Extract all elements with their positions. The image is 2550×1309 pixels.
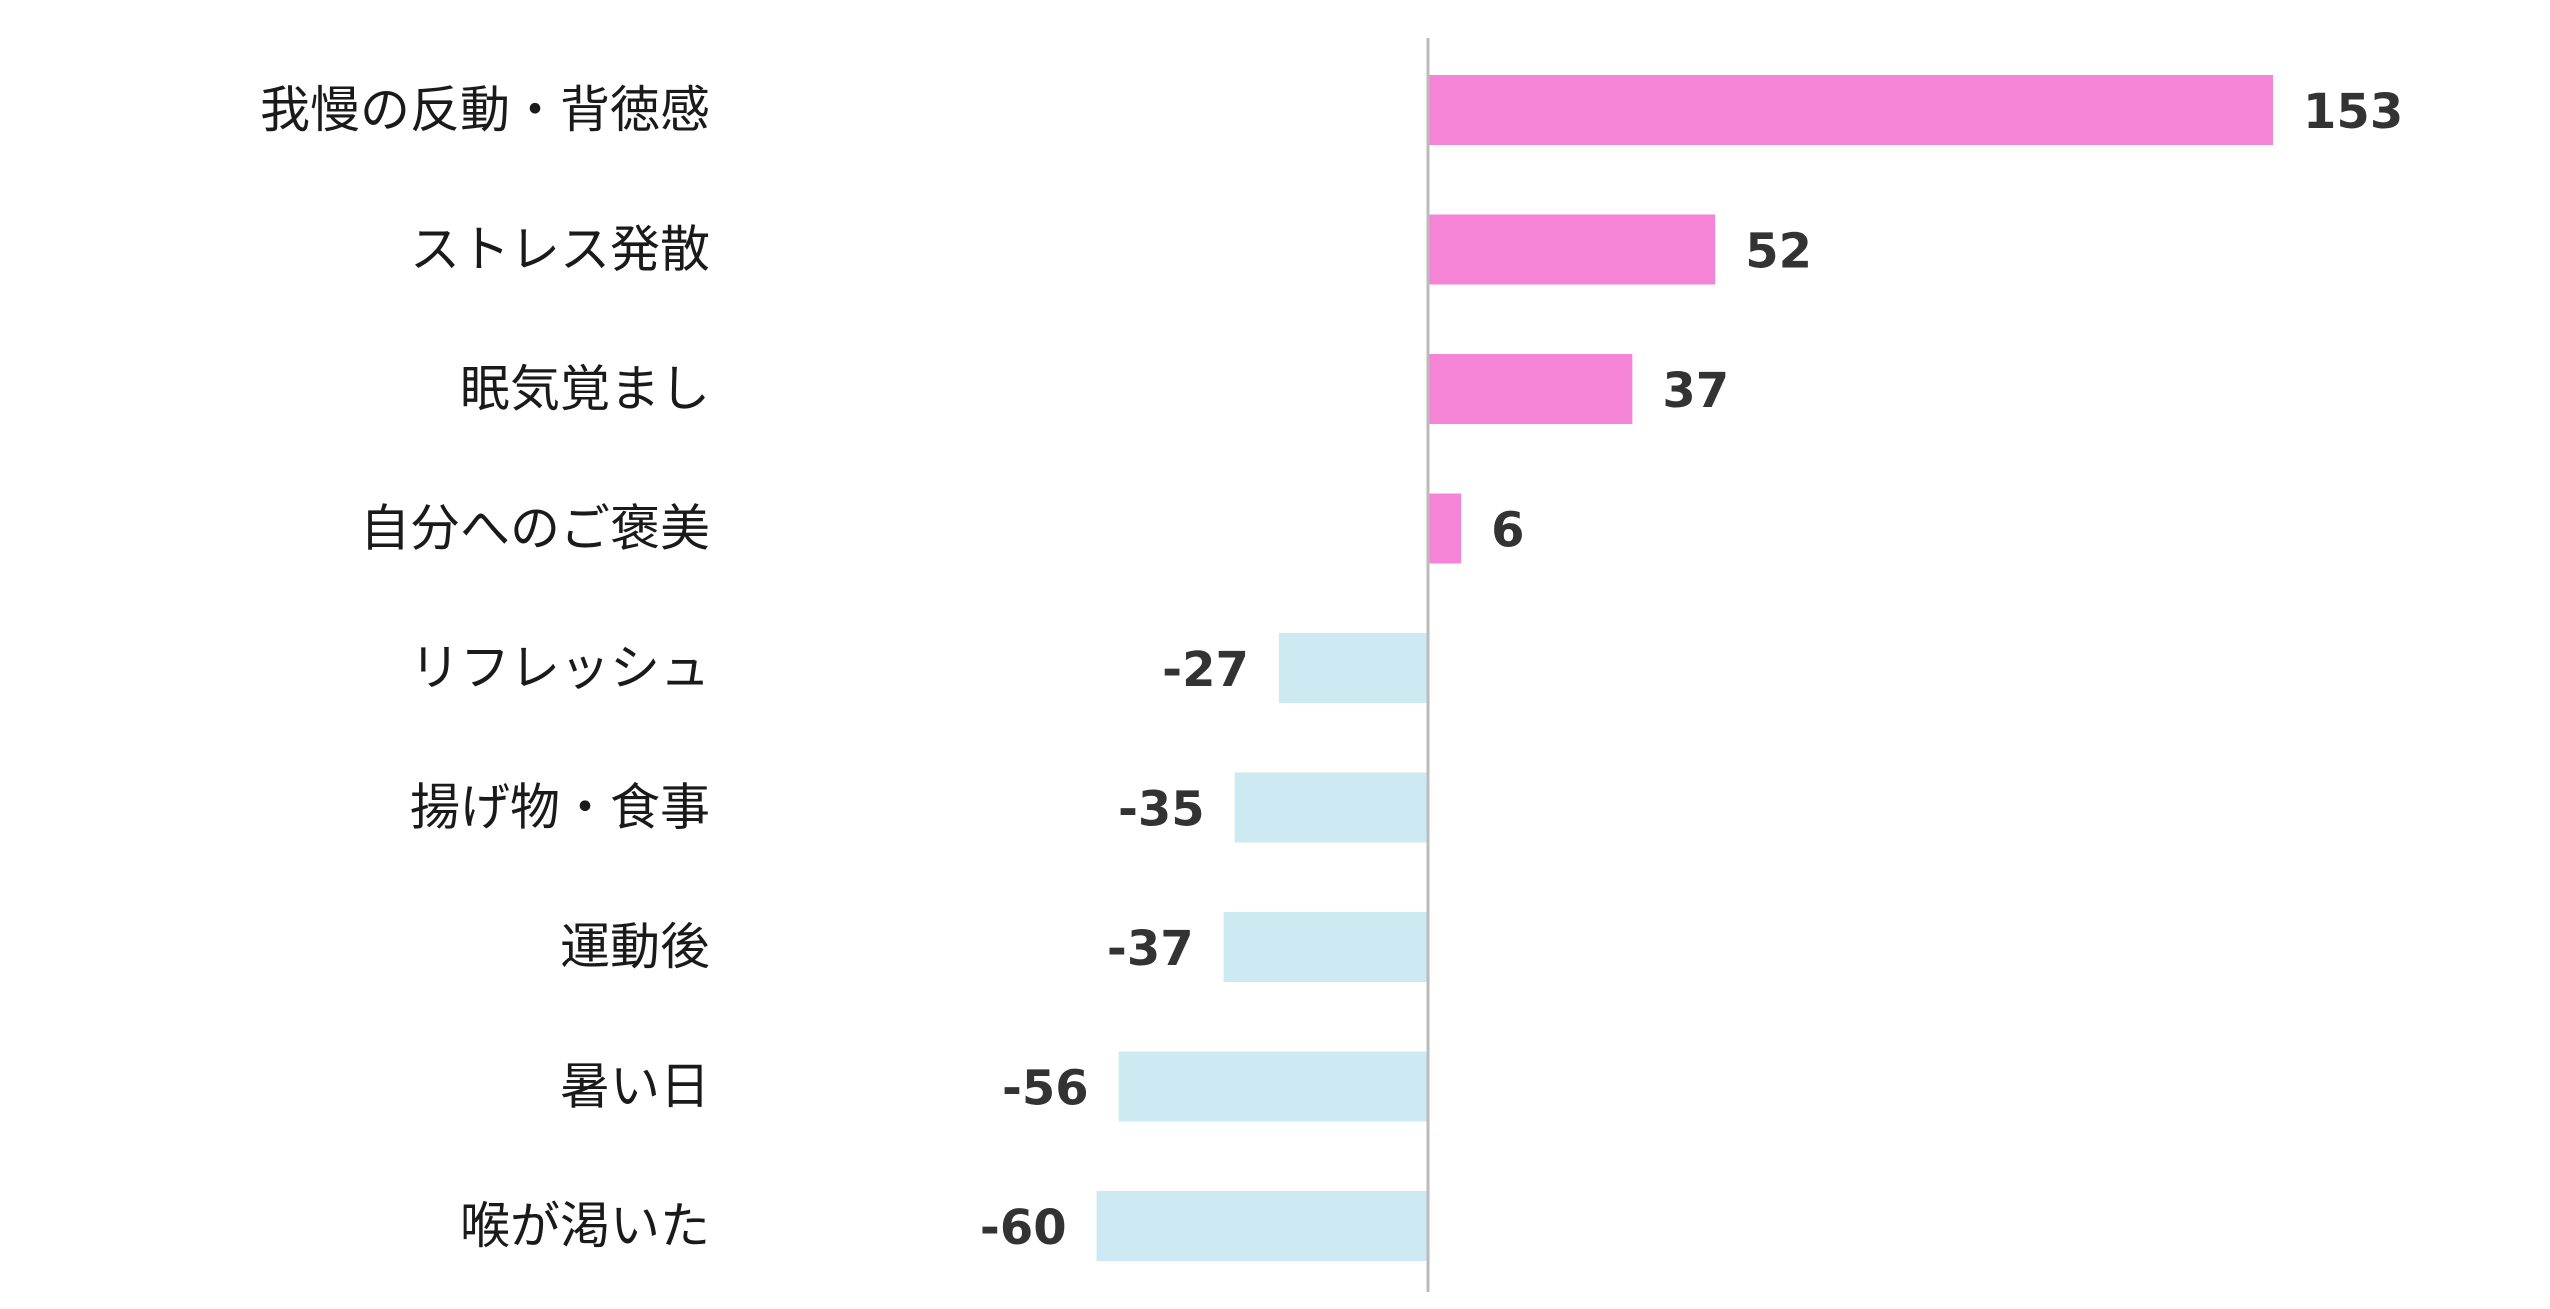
bar-4 [1278,633,1428,703]
bar-7 [1118,1051,1428,1122]
value-label-0: 153 [2303,84,2403,140]
bar-3 [1428,493,1462,564]
value-label-6: -37 [1107,921,1194,977]
value-label-1: 52 [1745,224,1812,280]
value-label-5: -35 [1118,782,1205,838]
category-label-4: リフレッシュ [410,639,710,697]
category-label-1: ストレス発散 [410,221,710,279]
labels-layer: 我慢の反動・背徳感 153 ストレス発散 52 眠気覚まし 37 自分へのご褒美 6 リフレッシ… [260,81,2403,1256]
bar-1 [1428,214,1716,285]
bar-5 [1234,772,1428,843]
bars-layer [1096,75,2274,1261]
category-label-5: 揚げ物・食事 [410,779,710,837]
category-label-3: 自分へのご褒美 [360,500,710,558]
category-label-0: 我慢の反動・背徳感 [260,81,710,139]
value-label-7: -56 [1002,1061,1089,1117]
bar-8 [1096,1191,1428,1261]
value-label-8: -60 [980,1200,1067,1256]
category-label-6: 運動後 [560,918,710,976]
category-label-2: 眠気覚まし [460,360,710,418]
bar-6 [1223,912,1428,982]
category-label-8: 喉が渇いた [460,1197,710,1255]
bar-2 [1428,354,1633,424]
category-label-7: 暑い日 [560,1058,710,1116]
bar-0 [1428,75,2274,145]
value-label-2: 37 [1662,363,1729,419]
value-label-4: -27 [1162,642,1249,698]
value-label-3: 6 [1491,503,1524,559]
